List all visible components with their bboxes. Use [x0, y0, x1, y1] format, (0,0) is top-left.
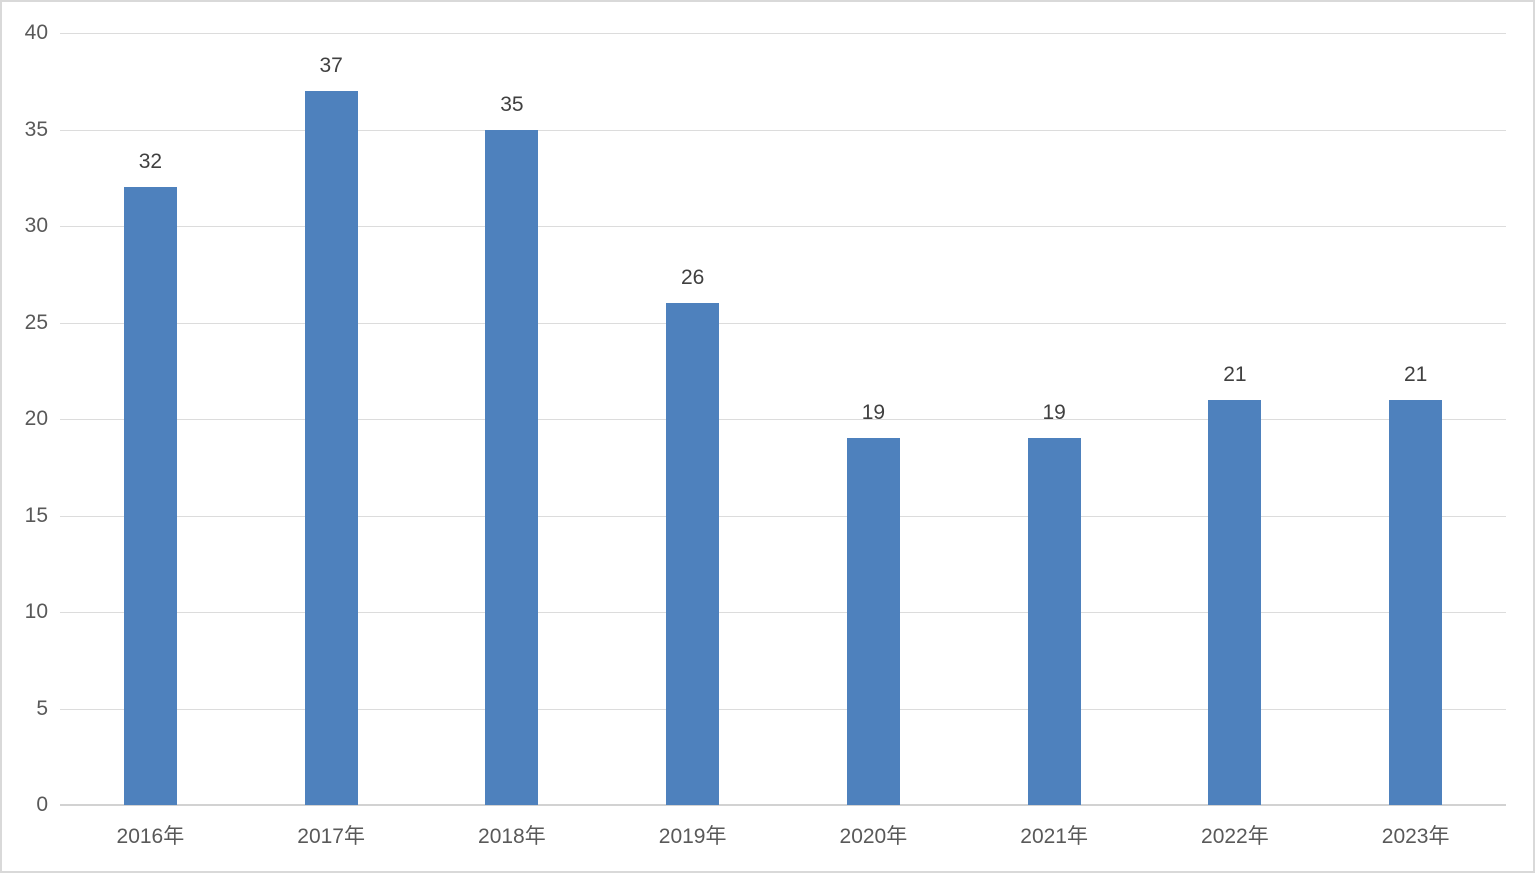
gridline: [60, 129, 1506, 131]
gridline: [60, 419, 1506, 420]
bar-value-label: 19: [861, 401, 886, 425]
gridline: [60, 515, 1506, 517]
x-axis-category-label: 2016年: [116, 825, 185, 848]
y-axis-tick-label: 5: [36, 696, 48, 720]
bar: [123, 187, 177, 805]
x-axis-category-label: 2019年: [658, 825, 727, 848]
bar-value-label: 26: [680, 266, 705, 290]
y-axis-tick-label: 35: [24, 117, 48, 141]
x-axis-category-label: 2017年: [297, 825, 365, 848]
bar: [1208, 399, 1262, 805]
x-axis-category-label: 2021年: [1020, 825, 1088, 848]
bar: [1389, 399, 1443, 805]
x-axis-category-label: 2023年: [1381, 825, 1450, 848]
bar: [846, 438, 900, 805]
y-axis-tick-label: 40: [24, 21, 48, 44]
bar: [485, 129, 539, 805]
bar-value-label: 32: [138, 150, 163, 174]
bar-value-label: 35: [500, 92, 524, 116]
bar: [666, 303, 720, 805]
bar-value-label: 21: [1223, 362, 1247, 386]
bar-value-label: 37: [319, 53, 343, 77]
bar: [304, 90, 358, 805]
x-axis-category-label: 2020年: [839, 825, 908, 848]
bar-value-label: 19: [1042, 401, 1066, 425]
y-axis-tick-label: 0: [36, 793, 48, 816]
bar: [1027, 438, 1081, 805]
y-axis-tick-label: 15: [24, 503, 48, 527]
gridline: [60, 33, 1506, 34]
gridline: [60, 322, 1506, 324]
bar-value-label: 21: [1403, 362, 1428, 386]
y-axis-tick-label: 10: [24, 600, 48, 623]
gridline: [60, 612, 1506, 613]
gridline: [60, 226, 1506, 227]
y-axis-tick-label: 30: [24, 214, 48, 237]
x-axis-line: [60, 804, 1506, 806]
x-axis-category-label: 2022年: [1201, 825, 1269, 848]
y-axis-tick-label: 25: [24, 310, 48, 334]
y-axis-tick-label: 20: [24, 407, 48, 430]
x-axis-category-label: 2018年: [478, 825, 546, 848]
gridline: [60, 708, 1506, 710]
